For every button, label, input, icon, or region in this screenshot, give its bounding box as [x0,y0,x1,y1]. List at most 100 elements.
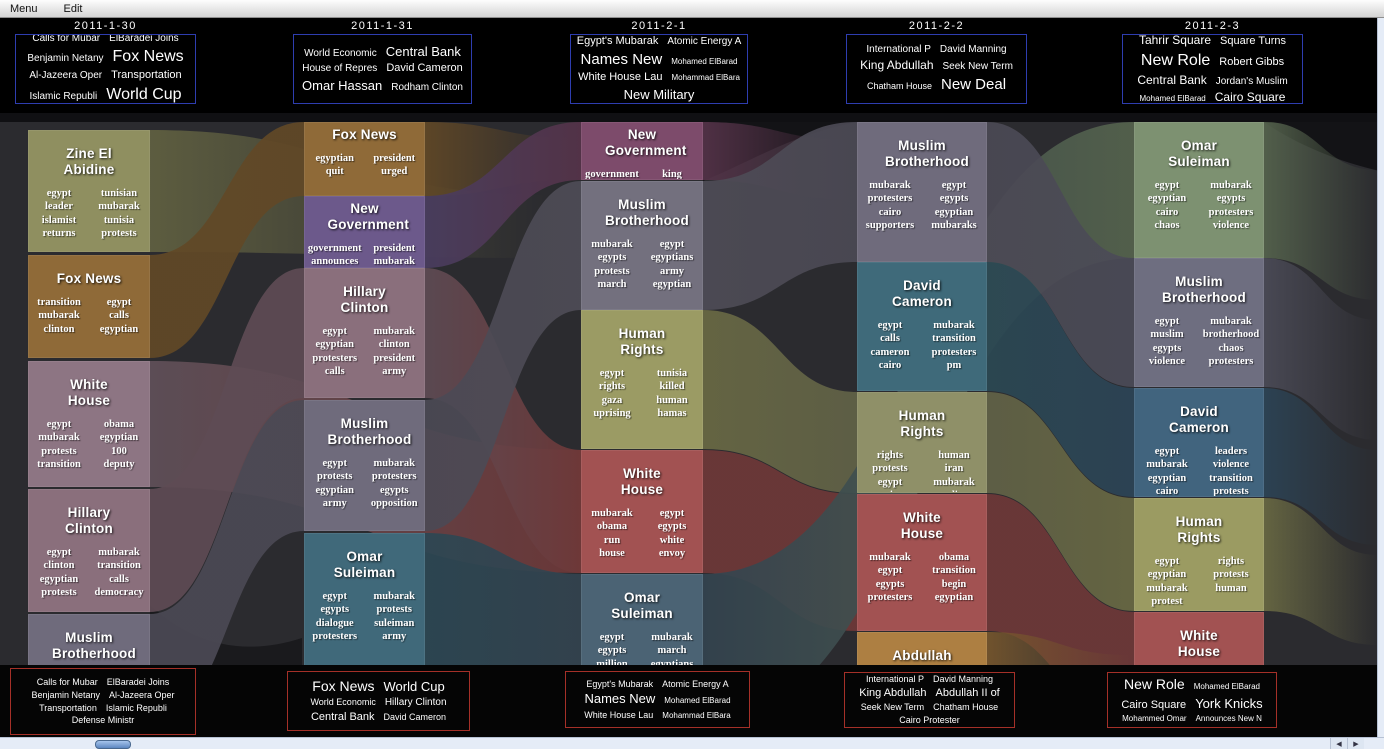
topic-box-david-cameron[interactable]: David Cameron egypt mubarak egyptian cairo le… [1134,388,1264,497]
topic-word-list: egyptian quit president urged [305,152,424,179]
tag-line: Calls for Mubar ElBaradei Joins [32,35,178,46]
topic-box-david-cameron[interactable]: David Cameron egypt calls cameron cairo mubar… [857,262,987,391]
topic-word: police [922,489,986,492]
horizontal-scrollbar[interactable]: ◀ ▶ [0,737,1384,749]
word-column: tunisia killed human hamas [642,367,702,421]
topic-box-muslim-brotherhood[interactable]: Muslim Brotherhood egypt protests egyptian a… [304,400,425,531]
topic-title: Omar Suleiman [333,549,396,580]
tag-word: Fox News [112,47,184,65]
scroll-right-icon: ▶ [1353,740,1359,748]
scroll-left-button[interactable]: ◀ [1330,738,1347,749]
topic-word: egypts [657,521,687,533]
topic-box-zine-el-abidine[interactable]: Zine El Abidine egypt leader islamist return… [28,130,150,252]
topic-box-human-rights[interactable]: Human Rights egypt rights gaza uprising tunis… [581,310,703,449]
topic-word: cairo [878,206,902,218]
topic-word: egypt [659,507,685,519]
topic-box-white-house[interactable]: White House mubarak obama run house egypt egyp… [581,450,703,573]
tag-line: Cairo Square York Knicks [1121,695,1262,713]
tag-line: World Economic Central Bank [304,43,461,61]
topic-summary-box[interactable]: Egypt's Mubarak Atomic Energy A Names New M… [565,671,750,728]
topic-box-fox-news[interactable]: Fox News egyptian quit president urged [304,122,425,196]
topic-word-list: egypt egyptian protesters calls mubarak clint… [305,325,424,379]
topic-word: mubarak [38,310,80,322]
topic-word: iran [944,463,964,475]
word-column: rights protests human [1199,555,1263,609]
topic-box-muslim-brotherhood[interactable]: Muslim Brotherhood mubarak egypts protests m… [581,181,703,310]
topic-word: egypt [877,476,903,488]
menu-item-edit[interactable]: Edit [63,2,83,15]
tag-word: Mohamed ElBarad [1139,94,1206,103]
tag-line: King Abdullah Seek New Term [860,57,1013,74]
topic-summary-box[interactable]: Fox News World Cup World Economic Hillary C… [287,671,470,731]
flow-ribbon-muslim-brotherhood [703,122,857,310]
topic-word: protests [41,445,77,457]
topic-word: army [382,366,407,378]
tag-word: Omar Hassan [302,77,383,93]
tag-word: Central Bank [1137,73,1207,87]
topic-title: Hillary Clinton [65,505,113,536]
topic-word: mubarak [38,432,80,444]
topic-summary-box[interactable]: New Role Mohamed ElBarad Cairo Square York … [1107,672,1277,728]
topic-box-omar-suleiman[interactable]: Omar Suleiman egypt egyptian cairo chaos muba… [1134,122,1264,258]
topic-word: egypt [659,238,685,250]
topic-summary-box[interactable]: International P David Manning King Abdulla… [844,672,1015,728]
tag-word: Tahrir Square [1138,34,1211,48]
topic-word: protesters [867,592,913,604]
flow-ribbon-muslim-brotherhood [987,122,1134,387]
tag-line: New Military [623,86,695,103]
topic-word-list: mubarak obama run house egypt egypts white envo… [582,507,702,561]
topic-box-muslim-brotherhood[interactable]: Muslim Brotherhood mubarak protesters cairo… [857,122,987,262]
topic-word: rights [876,449,904,461]
topic-title: New Government [605,127,687,158]
topic-box-fox-news[interactable]: Fox News transition mubarak clinton egypt cal… [28,255,150,358]
menu-bar: Menu Edit [0,0,1384,18]
scroll-right-button[interactable]: ▶ [1347,738,1364,749]
topic-box-hillary-clinton[interactable]: Hillary Clinton egypt egyptian protesters ca… [304,268,425,398]
topic-box-muslim-brotherhood[interactable]: Muslim Brotherhood egypt muslim egypts viole… [1134,258,1264,387]
word-column: egypt rights gaza uprising [582,367,642,421]
topic-summary-box[interactable]: Calls for Mubar ElBaradei Joins Benjamin N… [10,668,196,735]
tag-word: New Military [623,86,695,102]
tag-word: New Deal [941,76,1007,93]
topic-box-human-rights[interactable]: Human Rightsrightsprotestsegyptcontinueh… [857,392,987,493]
topic-box-new-government[interactable]: New Government government announces preside… [304,196,425,268]
topic-word: violence [1212,220,1250,232]
horizontal-scrollbar-thumb[interactable] [95,740,131,749]
flow-ribbon-hillary-clinton [150,268,304,612]
word-column: mubarak transition protesters pm [922,319,986,373]
menu-item-menu[interactable]: Menu [10,2,38,15]
word-column: mubarak protests suleiman army [365,590,425,644]
day-summary-box[interactable]: Tahrir Square Square Turns New Role Robert … [1122,34,1303,104]
word-column: egypt egyptians army egyptian [642,238,702,292]
topic-word: continue [858,489,922,492]
topic-box-human-rights[interactable]: Human Rights egypt egyptian mubarak protest r… [1134,498,1264,611]
topic-title: White House [1177,628,1221,659]
topic-word: army [382,631,407,643]
topic-box-new-government[interactable]: New Government government king [581,122,703,180]
tag-line: Cairo Protester [899,714,960,727]
topic-word: egyptians [650,252,694,264]
word-column: egypt egypts white envoy [642,507,702,561]
topic-box-white-house[interactable]: White House egypt mubarak protests transitio… [28,361,150,487]
day-summary-box[interactable]: World Economic Central Bank House of Repre… [293,34,472,104]
tag-line: Seek New Term Chatham House [861,701,998,714]
topic-word: human [656,394,688,406]
topic-word-list: egypt rights gaza uprising tunisia killed huma… [582,367,702,421]
day-summary-box[interactable]: Calls for Mubar ElBaradei Joins Benjamin N… [15,34,196,104]
topic-word: rights [1217,555,1245,567]
topic-box-white-house[interactable]: White House mubarak egypt egypts protesters o… [857,494,987,631]
topic-word: mubaraks [931,220,977,232]
topic-box-hillary-clinton[interactable]: Hillary Clinton egypt clinton egyptian prote… [28,489,150,612]
tag-word: Announces New N [1195,714,1262,724]
topic-word: calls [880,333,900,345]
vertical-scrollbar[interactable] [1377,18,1384,749]
day-summary-box[interactable]: International P David Manning King Abdulla… [846,34,1027,104]
tag-line: House of Repres David Cameron [302,61,462,76]
tag-word: Names New [584,691,656,707]
word-column: president urged [365,152,425,179]
topic-word: president [373,152,416,164]
day-summary-box[interactable]: Egypt's Mubarak Atomic Energy A Names New M… [570,34,748,104]
topic-title: Muslim Brotherhood [327,416,412,447]
word-column: egypt egypts dialogue protesters [305,590,365,644]
tag-line: King Abdullah Abdullah II of [859,686,1000,701]
